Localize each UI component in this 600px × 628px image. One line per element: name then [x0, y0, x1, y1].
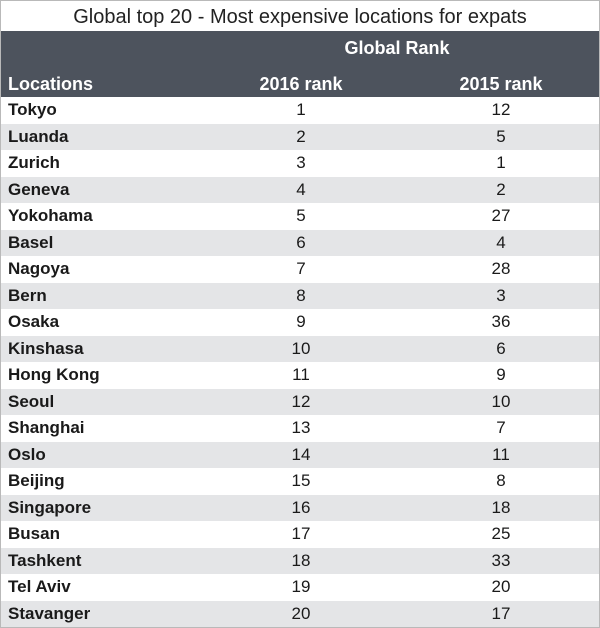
cell-location: Stavanger [8, 603, 91, 623]
cell-location: Singapore [8, 497, 92, 517]
table-title: Global top 20 - Most expensive locations… [73, 6, 527, 28]
cell-rank-2016: 12 [291, 391, 311, 411]
cell-rank-2015: 28 [491, 259, 511, 278]
cell-rank-2015: 25 [491, 524, 511, 543]
cell-rank-2015: 2 [496, 179, 506, 199]
cell-rank-2015: 1 [496, 153, 506, 172]
cell-rank-2015: 8 [496, 471, 506, 490]
cell-location: Tel Aviv [8, 577, 71, 596]
table-row: Tel Aviv 19 20 [1, 574, 599, 601]
cell-rank-2016: 17 [291, 524, 311, 543]
cell-location: Hong Kong [8, 365, 100, 384]
cell-rank-2016: 3 [296, 153, 306, 172]
table-row: Singapore 16 18 [1, 494, 599, 521]
cell-rank-2015: 7 [496, 418, 506, 437]
cell-rank-2016: 6 [296, 232, 306, 252]
cell-rank-2016: 5 [296, 206, 306, 225]
table-row: Hong Kong 11 9 [1, 362, 599, 389]
table-row: Oslo 14 11 [1, 441, 599, 468]
column-header-locations: Locations [8, 74, 94, 94]
table-row: Zurich 3 1 [1, 150, 599, 177]
table-body: Tokyo 1 12 Luanda 2 5 Zurich 3 1 Geneva 4 2 Yokohama… [1, 97, 599, 627]
cell-rank-2015: 36 [491, 312, 511, 331]
cell-location: Luanda [8, 126, 69, 146]
cell-rank-2016: 19 [291, 577, 311, 596]
cell-rank-2016: 7 [296, 259, 306, 278]
cell-rank-2015: 27 [491, 206, 511, 225]
cell-location: Seoul [8, 391, 55, 411]
cell-rank-2016: 15 [291, 471, 311, 490]
cell-rank-2016: 20 [291, 603, 311, 623]
cell-rank-2016: 10 [291, 338, 311, 358]
cell-rank-2016: 13 [291, 418, 311, 437]
cell-location: Kinshasa [8, 338, 84, 358]
cell-rank-2015: 17 [491, 603, 511, 623]
cell-rank-2016: 4 [296, 179, 306, 199]
cell-rank-2015: 12 [491, 100, 511, 119]
cell-location: Basel [8, 232, 54, 252]
cell-location: Zurich [8, 153, 60, 172]
table-row: Kinshasa 10 6 [1, 335, 599, 362]
cell-location: Busan [8, 524, 60, 543]
cell-rank-2015: 33 [491, 550, 511, 570]
cell-rank-2015: 6 [496, 338, 506, 358]
cell-rank-2015: 5 [496, 126, 506, 146]
table-row: Busan 17 25 [1, 521, 599, 548]
cell-rank-2016: 2 [296, 126, 306, 146]
cell-rank-2016: 8 [296, 285, 306, 305]
table-row: Geneva 4 2 [1, 176, 599, 203]
table-row: Osaka 9 36 [1, 309, 599, 336]
cell-rank-2015: 10 [491, 391, 511, 411]
table-row: Tashkent 18 33 [1, 547, 599, 574]
cell-rank-2016: 18 [291, 550, 311, 570]
table-row: Shanghai 13 7 [1, 415, 599, 442]
table-row: Nagoya 7 28 [1, 256, 599, 283]
table-row: Bern 8 3 [1, 282, 599, 309]
cell-rank-2015: 20 [491, 577, 511, 596]
cell-location: Beijing [8, 471, 65, 490]
group-header-global-rank: Global Rank [344, 38, 450, 58]
cell-rank-2015: 18 [491, 497, 511, 517]
cell-location: Osaka [8, 312, 60, 331]
table-row: Basel 6 4 [1, 229, 599, 256]
cell-rank-2015: 11 [492, 444, 510, 464]
table-row: Beijing 15 8 [1, 468, 599, 495]
cell-rank-2016: 1 [296, 100, 306, 119]
table-row: Seoul 12 10 [1, 388, 599, 415]
column-header-2016-rank: 2016 rank [259, 74, 343, 94]
cell-rank-2015: 9 [496, 365, 506, 384]
cell-location: Yokohama [8, 206, 93, 225]
cell-location: Tokyo [8, 100, 57, 119]
table-row: Luanda 2 5 [1, 123, 599, 150]
cell-location: Geneva [8, 179, 70, 199]
cell-location: Bern [8, 285, 47, 305]
cell-rank-2016: 16 [291, 497, 311, 517]
table-row: Yokohama 5 27 [1, 203, 599, 230]
cell-rank-2016: 11 [292, 365, 310, 384]
cell-rank-2016: 9 [296, 312, 306, 331]
cell-rank-2016: 14 [291, 444, 311, 464]
table-row: Tokyo 1 12 [1, 97, 599, 124]
cell-rank-2015: 3 [496, 285, 506, 305]
cell-rank-2015: 4 [496, 232, 506, 252]
table-row: Stavanger 20 17 [1, 600, 599, 627]
cell-location: Shanghai [8, 418, 85, 437]
table-header: Global Rank Locations 2016 rank 2015 ran… [1, 31, 599, 97]
column-header-2015-rank: 2015 rank [459, 74, 543, 94]
cell-location: Tashkent [8, 550, 82, 570]
cell-location: Nagoya [8, 259, 70, 278]
cell-location: Oslo [8, 444, 46, 464]
